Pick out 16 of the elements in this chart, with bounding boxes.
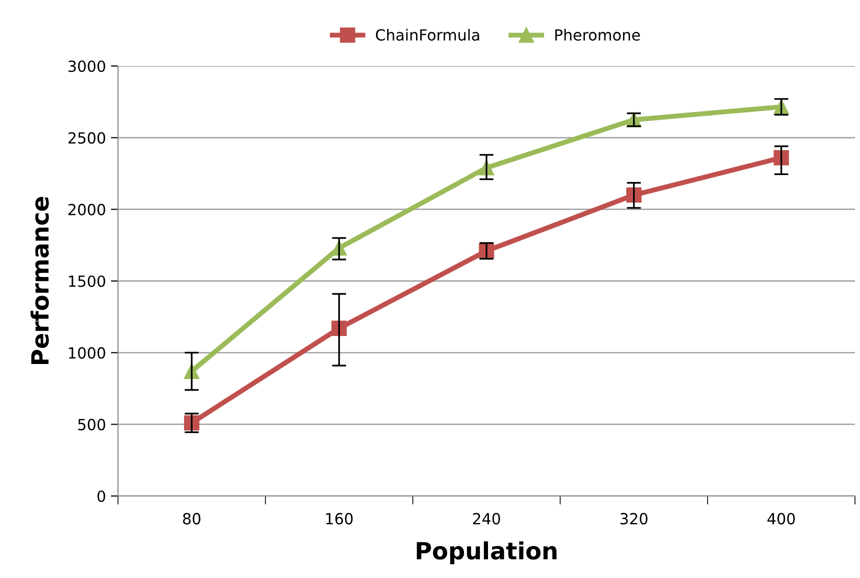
x-tick-label: 160 [326,512,353,524]
legend-label: Pheromone [555,28,640,41]
y-tick-label: 3000 [68,60,106,72]
y-tick-label: 1500 [68,275,106,288]
y-tick-label: 500 [78,418,106,430]
y-tick-label: 2000 [68,204,106,216]
x-tick-label: 240 [473,512,500,524]
x-tick-label: 400 [767,512,795,524]
y-tick-label: 2500 [68,132,106,144]
x-tick-label: 320 [620,512,648,524]
legend-label: ChainFormula [376,28,480,41]
y-axis-title: Performance [30,196,49,364]
y-tick-label: 0 [97,490,106,502]
x-tick-label: 80 [183,512,200,524]
x-axis-title: Population [416,541,556,564]
y-tick-label: 1000 [68,347,106,359]
